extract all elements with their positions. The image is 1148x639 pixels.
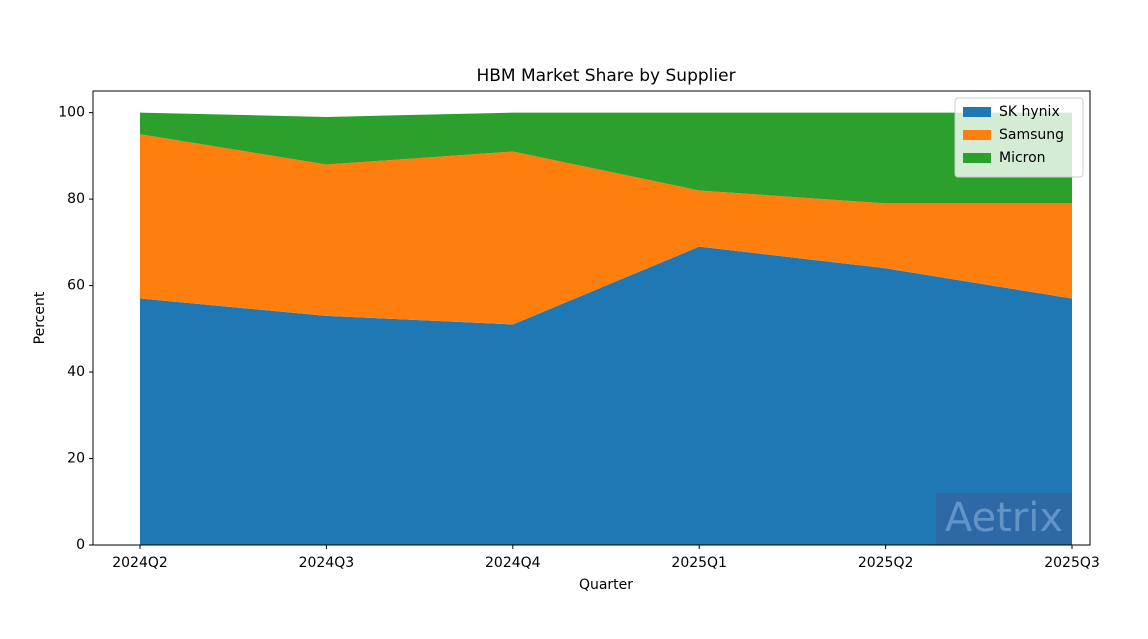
legend-swatch [963,107,991,117]
x-tick-label: 2024Q3 [299,555,355,571]
area [140,112,1072,204]
legend-label: SK hynix [999,104,1060,120]
legend-label: Micron [999,150,1046,166]
y-tick-label: 0 [76,537,85,553]
y-tick-label: 20 [67,451,85,467]
x-tick-label: 2025Q3 [1044,555,1100,571]
area [140,134,1072,325]
x-tick-label: 2025Q2 [858,555,914,571]
y-tick-label: 60 [67,278,85,294]
x-tick-label: 2024Q2 [112,555,168,571]
legend-swatch [963,130,991,140]
legend-label: Samsung [999,127,1064,143]
legend-swatch [963,153,991,163]
plot-frame [92,90,1091,546]
y-axis-label: Percent [32,291,48,344]
watermark: Aetrix [945,495,1063,541]
x-tick-label: 2025Q1 [671,555,727,571]
y-tick-label: 40 [67,364,85,380]
area [140,246,1072,545]
watermark-box [936,493,1072,545]
y-tick-label: 100 [58,105,85,121]
chart-title: HBM Market Share by Supplier [476,66,735,86]
x-tick-label: 2024Q4 [485,555,541,571]
x-axis-label: Quarter [579,577,633,593]
y-tick-label: 80 [67,191,85,207]
